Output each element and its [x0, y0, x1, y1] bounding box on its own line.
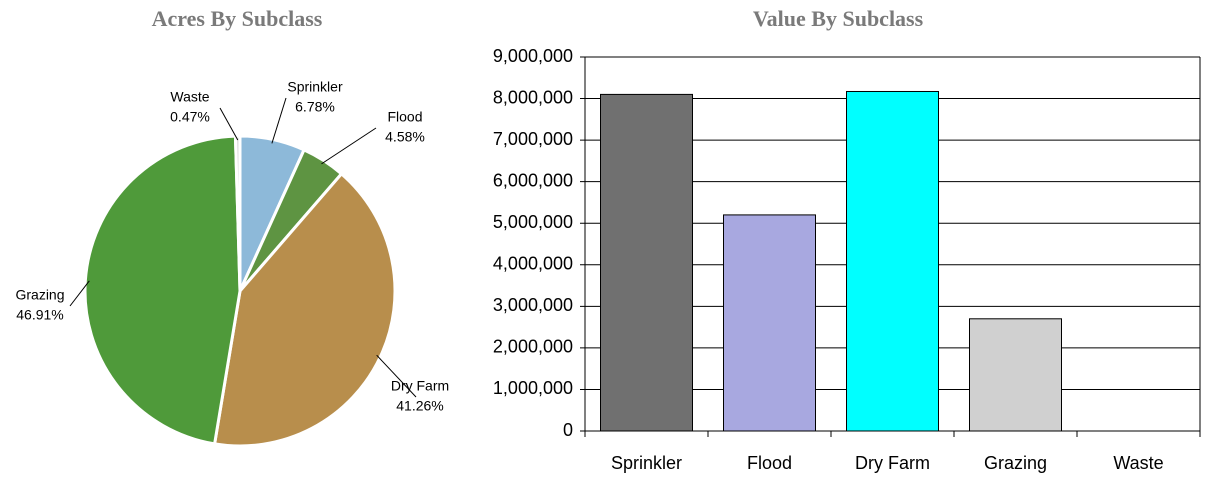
pie-value-label: 6.78% — [295, 99, 335, 115]
y-tick-label: 3,000,000 — [493, 295, 573, 315]
leader-line — [69, 280, 90, 307]
bar — [969, 318, 1062, 432]
y-tick-label: 7,000,000 — [493, 129, 573, 149]
y-tick-label: 1,000,000 — [493, 378, 573, 398]
pie-value-label: 41.26% — [396, 398, 443, 414]
bar-title: Value By Subclass — [753, 6, 924, 31]
pie-slice — [83, 134, 242, 446]
leader-line — [376, 354, 417, 398]
x-tick-label: Sprinkler — [611, 453, 682, 473]
pie-slice — [212, 171, 397, 448]
x-tick-label: Flood — [747, 453, 792, 473]
y-tick-label: 4,000,000 — [493, 254, 573, 274]
leader-line — [219, 107, 239, 141]
pie-value-label: 0.47% — [170, 109, 210, 125]
x-tick-label: Dry Farm — [855, 453, 930, 473]
y-tick-label: 6,000,000 — [493, 170, 573, 190]
pie-value-label: 4.58% — [385, 129, 425, 145]
y-tick-label: 2,000,000 — [493, 337, 573, 357]
pie-value-label: 46.91% — [16, 307, 63, 323]
bar — [600, 93, 693, 432]
bar — [846, 90, 939, 432]
x-tick-label: Grazing — [984, 453, 1047, 473]
x-tick-label: Waste — [1113, 453, 1163, 473]
y-tick-label: 5,000,000 — [493, 212, 573, 232]
pie-label: Sprinkler — [287, 79, 343, 95]
pie-title: Acres By Subclass — [152, 6, 323, 31]
leader-line — [271, 97, 287, 144]
pie-label: Dry Farm — [391, 378, 449, 394]
y-tick-label: 9,000,000 — [493, 46, 573, 66]
pie-label: Grazing — [15, 287, 64, 303]
y-tick-label: 8,000,000 — [493, 87, 573, 107]
leader-line — [321, 127, 377, 165]
bar — [723, 214, 816, 432]
pie-label: Flood — [387, 109, 422, 125]
y-tick-label: 0 — [563, 420, 573, 440]
pie-label: Waste — [170, 89, 209, 105]
